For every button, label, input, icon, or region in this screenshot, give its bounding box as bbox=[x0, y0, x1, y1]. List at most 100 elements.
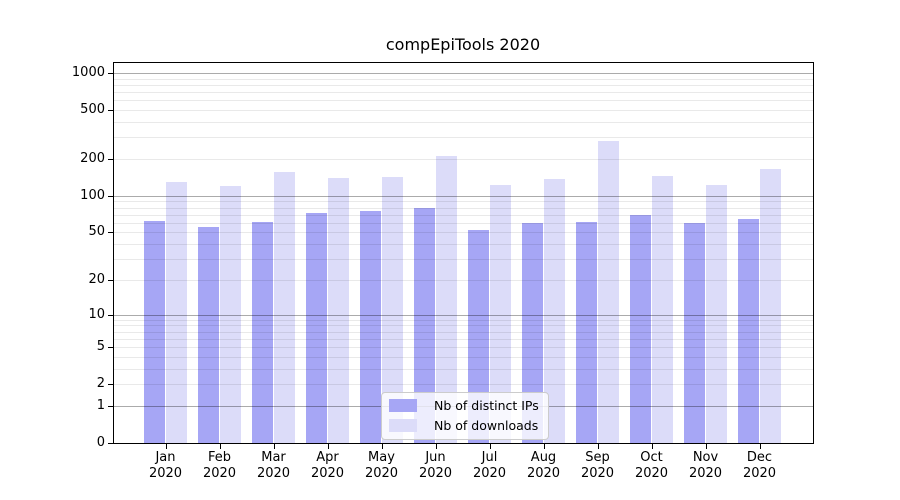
bar-distinct-ips-aug bbox=[522, 222, 543, 443]
x-tick-may bbox=[381, 444, 383, 449]
y-tick-label-2: 2 bbox=[96, 376, 105, 392]
minor-gridline-20 bbox=[114, 279, 813, 281]
y-tick-5 bbox=[108, 347, 113, 349]
y-tick-2 bbox=[108, 384, 113, 386]
bar-distinct-ips-nov bbox=[684, 222, 705, 443]
x-tick-sep bbox=[597, 444, 599, 449]
bar-distinct-ips-dec bbox=[738, 218, 759, 443]
legend-entry-distinct-ips: Nb of distinct IPs bbox=[389, 398, 539, 413]
x-tick-label-nov: Nov 2020 bbox=[688, 450, 723, 481]
x-tick-label-apr: Apr 2020 bbox=[310, 450, 345, 481]
x-tick-dec bbox=[759, 444, 761, 449]
bar-distinct-ips-mar bbox=[252, 222, 273, 443]
bar-distinct-ips-apr bbox=[306, 213, 327, 443]
minor-gridline-600 bbox=[114, 100, 813, 102]
minor-gridline-400 bbox=[114, 122, 813, 124]
minor-gridline-300 bbox=[114, 137, 813, 139]
bar-distinct-ips-jul bbox=[468, 230, 489, 443]
x-tick-jan bbox=[165, 444, 167, 449]
minor-gridline-30 bbox=[114, 259, 813, 261]
x-tick-jul bbox=[489, 444, 491, 449]
x-tick-label-dec: Dec 2020 bbox=[742, 450, 777, 481]
y-tick-20 bbox=[108, 279, 113, 281]
bar-downloads-dec bbox=[760, 169, 781, 443]
legend-label-downloads: Nb of downloads bbox=[434, 418, 539, 433]
y-tick-500 bbox=[108, 110, 113, 112]
y-tick-label-100: 100 bbox=[80, 187, 105, 203]
y-tick-label-20: 20 bbox=[88, 271, 105, 287]
bar-downloads-mar bbox=[274, 172, 295, 443]
x-tick-label-aug: Aug 2020 bbox=[526, 450, 561, 481]
y-tick-label-10: 10 bbox=[88, 306, 105, 322]
minor-gridline-7 bbox=[114, 331, 813, 333]
y-tick-label-50: 50 bbox=[88, 224, 105, 240]
bar-downloads-feb bbox=[220, 185, 241, 443]
minor-gridline-2 bbox=[114, 384, 813, 386]
x-tick-label-feb: Feb 2020 bbox=[202, 450, 237, 481]
minor-gridline-70 bbox=[114, 214, 813, 216]
y-tick-100 bbox=[108, 195, 113, 197]
major-gridline-10 bbox=[114, 314, 813, 316]
y-tick-50 bbox=[108, 232, 113, 234]
bar-downloads-oct bbox=[652, 175, 673, 443]
x-tick-feb bbox=[219, 444, 221, 449]
y-tick-label-200: 200 bbox=[80, 151, 105, 167]
minor-gridline-90 bbox=[114, 201, 813, 203]
bar-downloads-may bbox=[382, 176, 403, 443]
y-tick-1 bbox=[108, 405, 113, 407]
legend-entry-downloads: Nb of downloads bbox=[389, 418, 539, 433]
x-tick-label-may: May 2020 bbox=[364, 450, 399, 481]
x-tick-oct bbox=[651, 444, 653, 449]
minor-gridline-3 bbox=[114, 368, 813, 370]
bar-downloads-jun bbox=[436, 156, 457, 443]
y-tick-1000 bbox=[108, 73, 113, 75]
y-tick-label-1000: 1000 bbox=[71, 65, 105, 81]
legend-swatch-distinct-ips bbox=[389, 399, 417, 412]
minor-gridline-9 bbox=[114, 319, 813, 321]
minor-gridline-200 bbox=[114, 159, 813, 161]
y-tick-label-0: 0 bbox=[96, 435, 105, 450]
bar-downloads-jul bbox=[490, 184, 511, 443]
y-tick-200 bbox=[108, 159, 113, 161]
bar-distinct-ips-sep bbox=[576, 222, 597, 443]
x-tick-label-jan: Jan 2020 bbox=[148, 450, 183, 481]
bar-distinct-ips-oct bbox=[630, 214, 651, 443]
x-tick-mar bbox=[273, 444, 275, 449]
y-tick-0 bbox=[108, 443, 113, 444]
minor-gridline-500 bbox=[114, 110, 813, 112]
x-tick-apr bbox=[327, 444, 329, 449]
bar-distinct-ips-jun bbox=[414, 207, 435, 443]
bar-distinct-ips-jan bbox=[144, 221, 165, 443]
minor-gridline-60 bbox=[114, 222, 813, 224]
bar-downloads-aug bbox=[544, 179, 565, 443]
x-tick-label-jul: Jul 2020 bbox=[472, 450, 507, 481]
minor-gridline-700 bbox=[114, 92, 813, 94]
minor-gridline-8 bbox=[114, 325, 813, 327]
minor-gridline-4 bbox=[114, 356, 813, 358]
major-gridline-1000 bbox=[114, 73, 813, 75]
bar-downloads-jan bbox=[166, 181, 187, 443]
legend-label-distinct-ips: Nb of distinct IPs bbox=[434, 398, 539, 413]
minor-gridline-40 bbox=[114, 244, 813, 246]
bar-distinct-ips-feb bbox=[198, 227, 219, 443]
x-tick-label-jun: Jun 2020 bbox=[418, 450, 453, 481]
bar-downloads-nov bbox=[706, 184, 727, 443]
y-tick-10 bbox=[108, 314, 113, 316]
x-tick-label-mar: Mar 2020 bbox=[256, 450, 291, 481]
minor-gridline-50 bbox=[114, 232, 813, 234]
y-tick-label-1: 1 bbox=[96, 397, 105, 413]
legend: Nb of distinct IPs Nb of downloads bbox=[381, 392, 549, 440]
x-tick-nov bbox=[705, 444, 707, 449]
x-tick-aug bbox=[543, 444, 545, 449]
y-tick-label-5: 5 bbox=[96, 339, 105, 355]
minor-gridline-900 bbox=[114, 78, 813, 80]
minor-gridline-6 bbox=[114, 338, 813, 340]
x-tick-label-oct: Oct 2020 bbox=[634, 450, 669, 481]
chart-title: compEpiTools 2020 bbox=[385, 35, 541, 54]
bar-downloads-sep bbox=[598, 141, 619, 443]
x-tick-label-sep: Sep 2020 bbox=[580, 450, 615, 481]
y-tick-label-500: 500 bbox=[80, 102, 105, 118]
minor-gridline-800 bbox=[114, 85, 813, 86]
x-tick-jun bbox=[435, 444, 437, 449]
